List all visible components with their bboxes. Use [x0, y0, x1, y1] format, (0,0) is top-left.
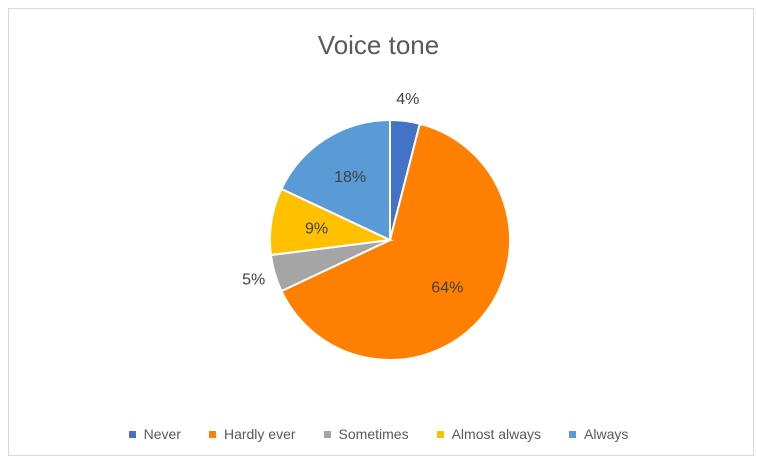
legend-item-almost-always: Almost always	[436, 426, 542, 442]
data-label-almost-always: 9%	[305, 220, 328, 237]
legend-swatch-almost-always	[436, 430, 444, 438]
legend: Never Hardly ever Sometimes Almost alway…	[0, 424, 757, 444]
chart-title: Voice tone	[317, 30, 440, 60]
legend-swatch-never	[128, 430, 136, 438]
legend-label-always: Always	[584, 426, 629, 442]
legend-label-almost-always: Almost always	[451, 426, 542, 442]
legend-swatch-always	[569, 430, 577, 438]
legend-label-sometimes: Sometimes	[338, 426, 409, 442]
legend-swatch-sometimes	[323, 430, 331, 438]
data-label-never: 4%	[396, 91, 419, 108]
data-label-hardly-ever: 64%	[431, 279, 463, 296]
pie-slice-always	[280, 118, 391, 242]
legend-item-sometimes: Sometimes	[323, 426, 409, 442]
legend-item-always: Always	[569, 426, 628, 442]
data-label-sometimes: 5%	[242, 272, 265, 289]
legend-swatch-hardly-ever	[208, 430, 216, 438]
data-label-always: 18%	[334, 169, 366, 186]
legend-label-never: Never	[143, 426, 181, 442]
pie-slice-hardly-ever	[280, 122, 511, 361]
legend-item-hardly-ever: Hardly ever	[208, 426, 296, 442]
legend-item-never: Never	[128, 426, 181, 442]
legend-label-hardly-ever: Hardly ever	[223, 426, 296, 442]
